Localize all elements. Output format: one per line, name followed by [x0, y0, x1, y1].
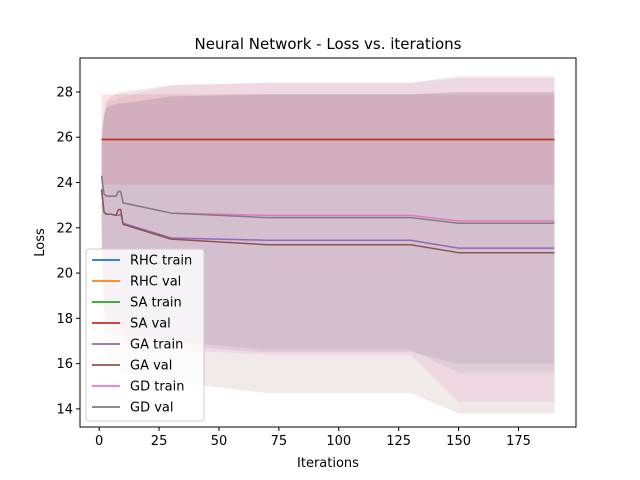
legend-label-gd-val: GD val: [130, 401, 174, 416]
y-tick-label: 18: [56, 312, 73, 327]
band-ga-train: [101, 91, 555, 364]
x-tick-label: 25: [151, 434, 168, 449]
line-gd-val: [100, 175, 555, 225]
y-axis: 14 16 18 20 22 24 26 28: [56, 85, 80, 417]
chart-title: Neural Network - Loss vs. iterations: [195, 35, 462, 53]
legend-label-rhc-train: RHC train: [130, 254, 192, 269]
legend-label-ga-train: GA train: [130, 338, 183, 353]
y-axis-title: Loss: [33, 228, 48, 257]
y-tick-label: 22: [56, 221, 73, 236]
legend-label-rhc-val: RHC val: [130, 275, 181, 290]
band-gd-val: [101, 91, 555, 373]
y-tick-label: 28: [56, 85, 73, 100]
x-tick-label: 175: [506, 434, 531, 449]
x-tick-label: 125: [386, 434, 411, 449]
y-tick-label: 24: [56, 176, 73, 191]
legend: RHC train RHC val SA train SA val GA train GA…: [85, 248, 205, 422]
series-lines: [100, 138, 555, 254]
y-tick-label: 16: [56, 357, 73, 372]
legend-label-sa-train: SA train: [130, 296, 182, 311]
line-ga-val: [100, 189, 555, 254]
legend-box: [85, 248, 205, 422]
x-tick-label: 150: [446, 434, 471, 449]
x-tick-label: 100: [326, 434, 351, 449]
legend-label-sa-val: SA val: [130, 317, 171, 332]
plot-area-frame: [79, 57, 577, 428]
y-tick-label: 20: [56, 267, 73, 282]
legend-label-ga-val: GA val: [130, 359, 172, 374]
x-tick-label: 75: [271, 434, 288, 449]
y-tick-label: 26: [56, 131, 73, 146]
x-tick-label: 50: [211, 434, 228, 449]
x-axis: 0 25 50 75 100 125 150 175: [95, 427, 531, 449]
legend-label-gd-train: GD train: [130, 380, 184, 395]
x-axis-title: Iterations: [297, 456, 359, 471]
x-tick-label: 0: [95, 434, 103, 449]
y-tick-label: 14: [56, 402, 73, 417]
